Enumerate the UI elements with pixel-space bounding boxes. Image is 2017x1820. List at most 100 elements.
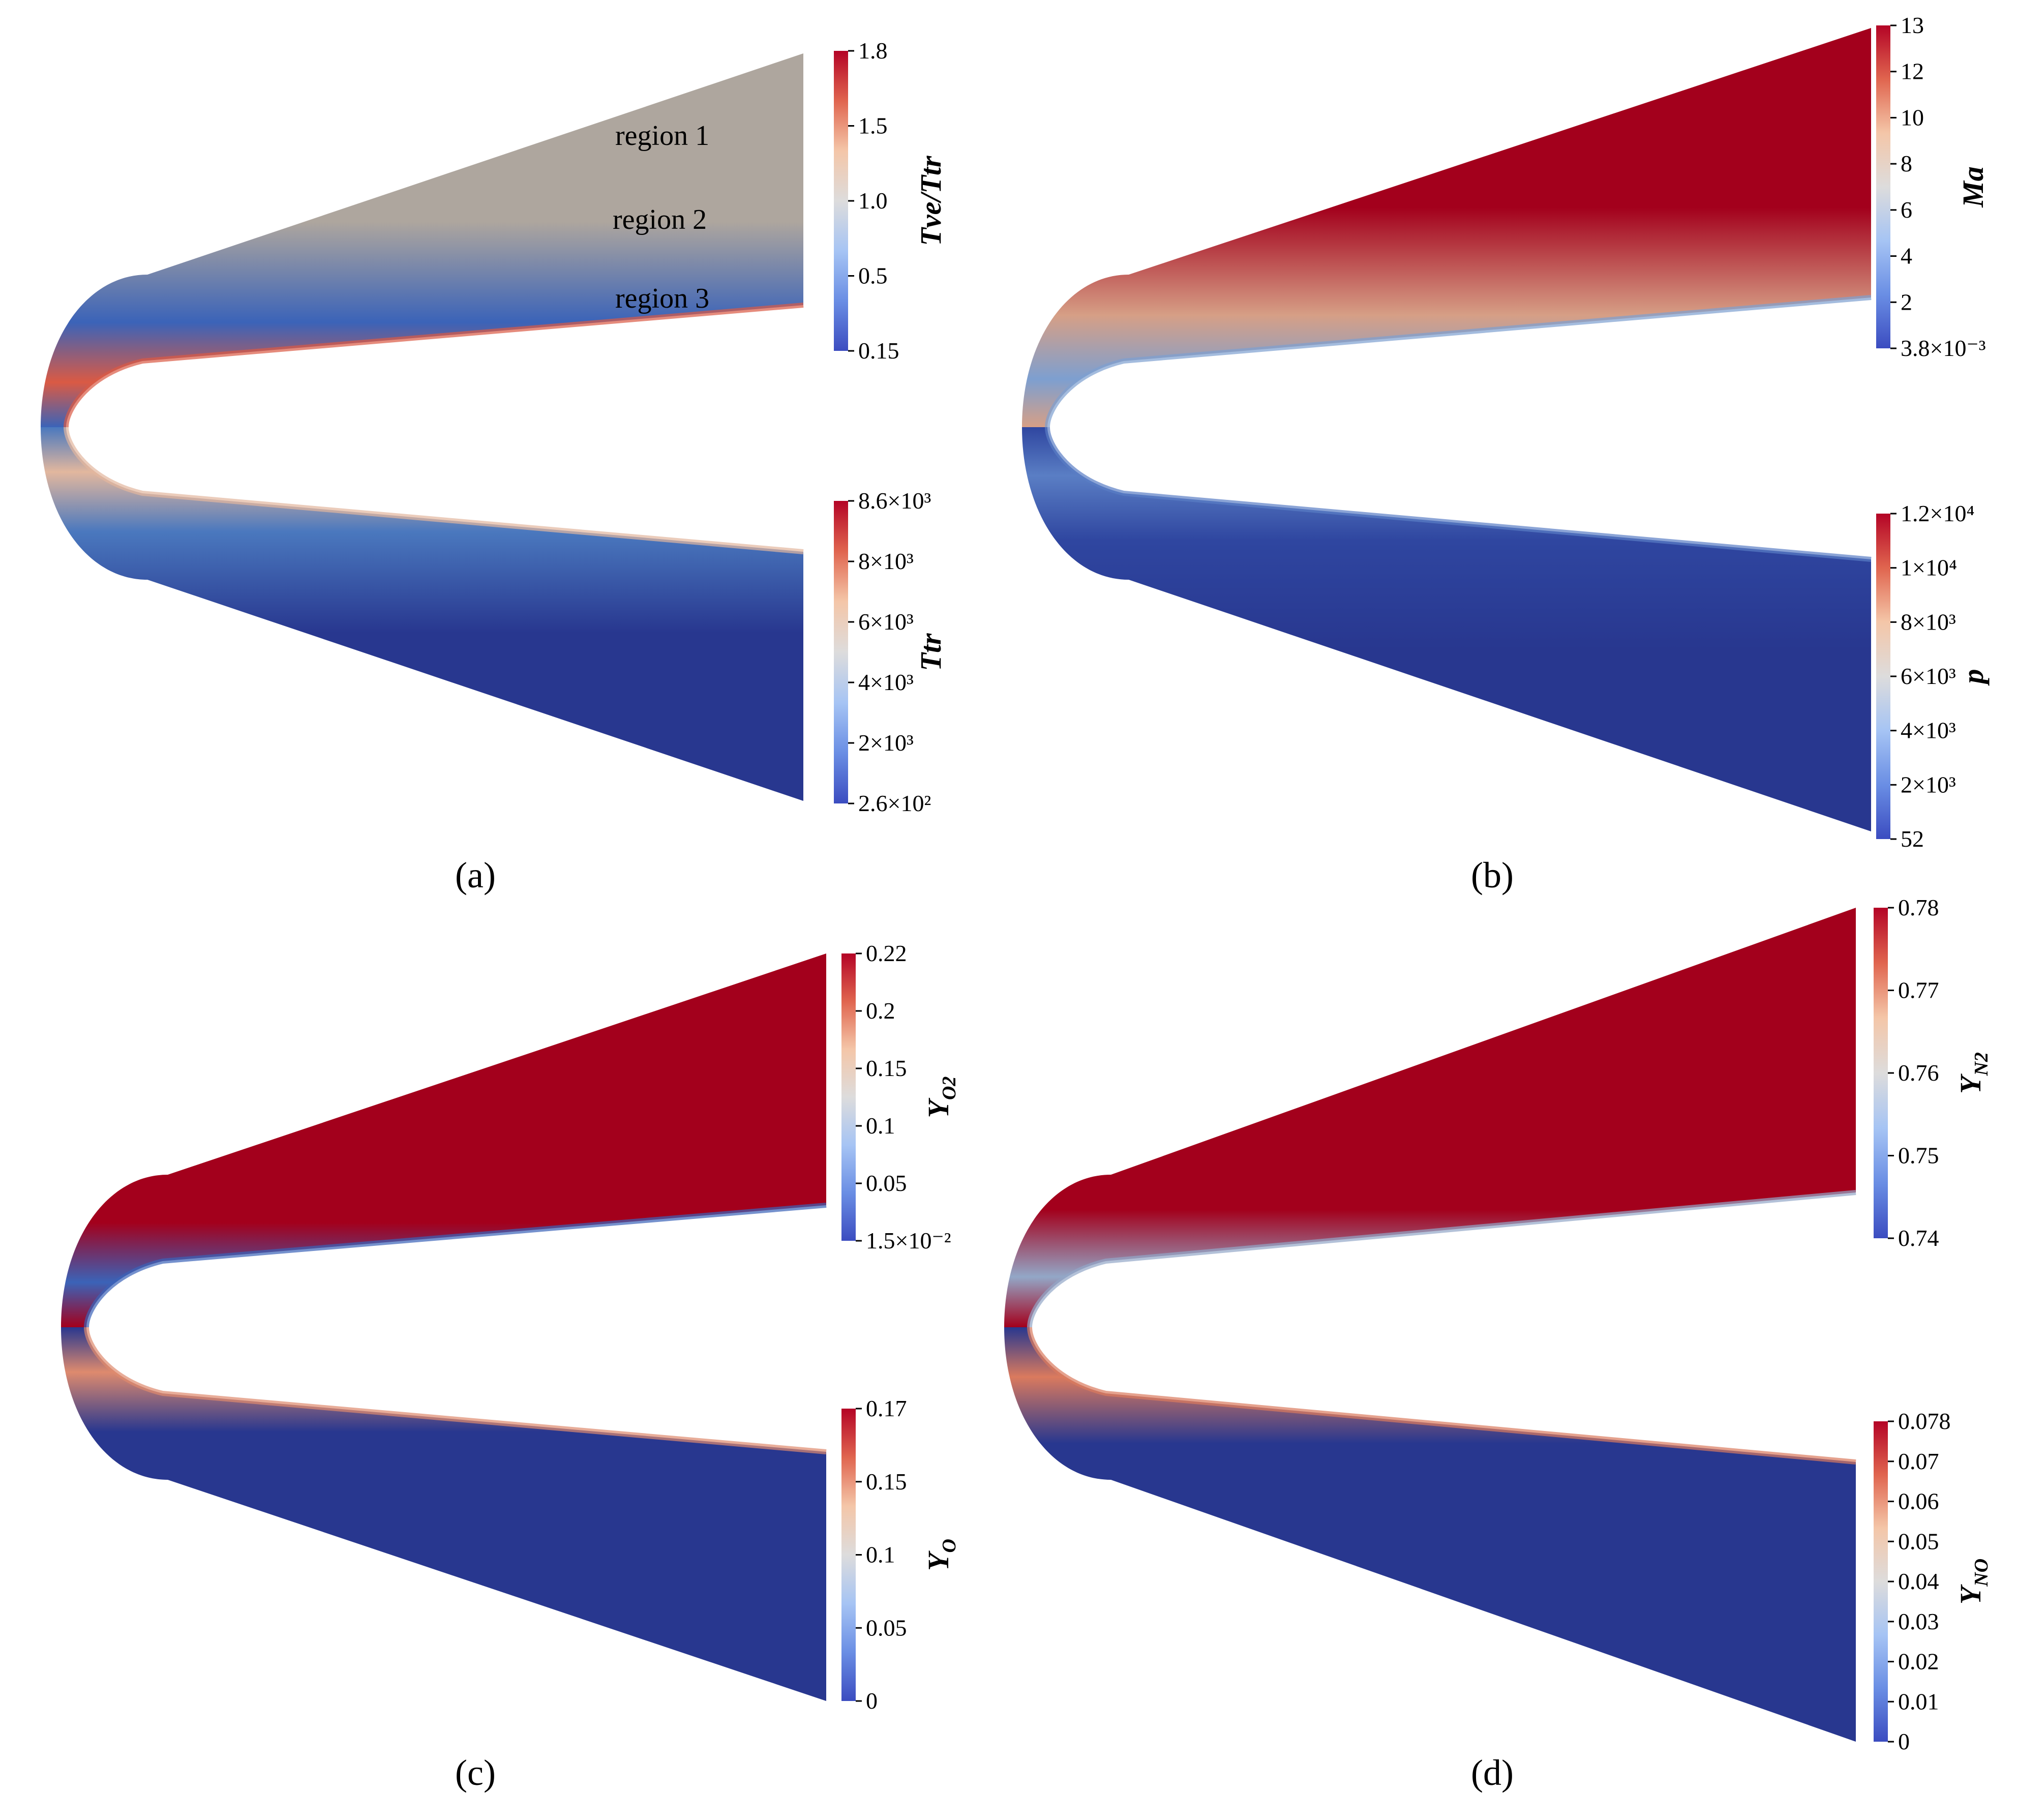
upper-colorbar: 0.78 0.77 0.76 0.75 0.74 YN2 <box>1874 894 1992 1251</box>
colorbar-gradient <box>841 953 856 1241</box>
upper-flow-field <box>1022 28 1871 427</box>
upper-half-domain <box>1022 28 1872 428</box>
lower-flow-field <box>41 427 803 801</box>
panel-b: 13 12 10 8 6 4 2 3.8×10⁻³ Ma 1.2×10⁴ 1×10⁴ 8×10³ 6×… <box>1022 12 1990 896</box>
colorbar-tick-label: 0.06 <box>1898 1488 1939 1514</box>
colorbar-tick-label: 0.04 <box>1898 1568 1939 1594</box>
upper-flow-field <box>61 953 826 1327</box>
colorbar-tick-label: 0.05 <box>866 1170 907 1196</box>
upper-wall-layer <box>64 303 804 428</box>
colorbar-tick-label: 0.78 <box>1898 894 1939 920</box>
colorbar-tick-label: 0.15 <box>866 1055 907 1081</box>
colorbar-gradient <box>1874 1421 1888 1742</box>
colorbar-tick-label: 12 <box>1901 58 1924 84</box>
colorbar-tick-label: 0.1 <box>866 1542 895 1568</box>
panel-label: (d) <box>1471 1752 1514 1793</box>
colorbar-tick-label: 0.17 <box>866 1395 907 1421</box>
lower-wall-layer <box>1045 427 1872 562</box>
upper-half-domain <box>1004 908 1856 1328</box>
colorbar-tick-label: 0.22 <box>866 940 907 966</box>
colorbar-tick-label: 52 <box>1901 826 1924 852</box>
colorbar-tick-label: 0.5 <box>858 263 888 289</box>
colorbar-tick-label: 0 <box>866 1688 878 1714</box>
upper-wall-layer <box>84 1203 827 1328</box>
colorbar-tick-label: 2×10³ <box>858 730 914 756</box>
colorbar-tick-label: 0.01 <box>1898 1688 1939 1714</box>
colorbar-title: Ttr <box>914 633 947 671</box>
colorbar-gradient <box>1874 908 1888 1238</box>
region-label-2: region 2 <box>613 204 707 235</box>
lower-wall-layer <box>64 427 804 554</box>
colorbar-tick-label: 10 <box>1901 104 1924 130</box>
colorbar-tick-label: 4×10³ <box>858 669 914 695</box>
colorbar-tick-label: 0 <box>1898 1728 1910 1754</box>
colorbar-tick-label: 8×10³ <box>1901 609 1956 635</box>
colorbar-tick-label: 1.5×10⁻² <box>866 1228 951 1254</box>
colorbar-tick-label: 6 <box>1901 197 1912 223</box>
colorbar-tick-label: 0.76 <box>1898 1060 1939 1086</box>
lower-flow-field <box>1004 1327 1856 1742</box>
upper-colorbar: 0.22 0.2 0.15 0.1 0.05 1.5×10⁻² YO2 <box>841 940 960 1254</box>
colorbar-gradient <box>834 51 848 351</box>
lower-colorbar: 0.17 0.15 0.1 0.05 0 YO <box>841 1395 960 1714</box>
colorbar-tick-label: 0.2 <box>866 998 895 1024</box>
upper-flow-field <box>41 53 803 427</box>
colorbar-title: p <box>1956 669 1990 687</box>
colorbar-gradient <box>834 501 848 803</box>
colorbar-title: YNO <box>1954 1559 1992 1604</box>
colorbar-tick-label: 0.15 <box>866 1469 907 1495</box>
colorbar-title: Tve/Ttr <box>914 156 947 246</box>
upper-flow-field <box>1004 908 1856 1327</box>
colorbar-tick-label: 1.8 <box>858 38 888 64</box>
colorbar-tick-label: 1.2×10⁴ <box>1901 500 1974 526</box>
panel-label: (a) <box>455 855 496 896</box>
colorbar-tick-label: 0.07 <box>1898 1448 1939 1474</box>
colorbar-title: Ma <box>1956 166 1990 208</box>
upper-wall-layer <box>1027 1190 1856 1328</box>
upper-colorbar: 13 12 10 8 6 4 2 3.8×10⁻³ Ma <box>1876 12 1990 361</box>
panel-a: region 1 region 2 region 3 1.8 1.5 1.0 0.5 0… <box>41 38 947 896</box>
colorbar-tick-label: 2 <box>1901 289 1912 315</box>
colorbar-tick-label: 1.5 <box>858 113 888 139</box>
lower-half-domain <box>61 1327 827 1701</box>
colorbar-tick-label: 6×10³ <box>858 609 914 635</box>
colorbar-title: YN2 <box>1954 1052 1992 1094</box>
colorbar-tick-label: 0.03 <box>1898 1608 1939 1634</box>
upper-wall-layer <box>1045 295 1872 428</box>
colorbar-tick-label: 0.74 <box>1898 1225 1939 1251</box>
colorbar-tick-label: 0.1 <box>866 1113 895 1139</box>
colorbar-tick-label: 0.078 <box>1898 1408 1951 1434</box>
colorbar-tick-label: 0.77 <box>1898 977 1939 1003</box>
lower-half-domain <box>1004 1327 1856 1742</box>
colorbar-tick-label: 2×10³ <box>1901 771 1956 797</box>
lower-wall-layer <box>1027 1327 1856 1465</box>
lower-flow-field <box>61 1327 826 1701</box>
colorbar-tick-label: 13 <box>1901 12 1924 38</box>
colorbar-tick-label: 0.05 <box>1898 1528 1939 1554</box>
colorbar-tick-label: 3.8×10⁻³ <box>1901 335 1986 361</box>
colorbar-tick-label: 8 <box>1901 151 1912 176</box>
colorbar-tick-label: 2.6×10² <box>858 790 931 816</box>
lower-half-domain <box>41 427 804 801</box>
colorbar-tick-label: 0.05 <box>866 1615 907 1640</box>
colorbar-tick-label: 0.75 <box>1898 1143 1939 1169</box>
colorbar-tick-label: 1×10⁴ <box>1901 555 1957 581</box>
lower-half-domain <box>1022 427 1872 831</box>
colorbar-tick-label: 0.02 <box>1898 1649 1939 1675</box>
colorbar-tick-label: 1.0 <box>858 188 888 214</box>
colorbar-tick-label: 8.6×10³ <box>858 488 931 514</box>
colorbar-tick-label: 4×10³ <box>1901 718 1956 743</box>
colorbar-gradient <box>1876 25 1890 348</box>
colorbar-tick-label: 6×10³ <box>1901 663 1956 689</box>
lower-wall-layer <box>84 1327 827 1454</box>
colorbar-gradient <box>841 1409 856 1701</box>
lower-flow-field <box>1022 427 1871 831</box>
lower-colorbar: 1.2×10⁴ 1×10⁴ 8×10³ 6×10³ 4×10³ 2×10³ 52 p <box>1876 500 1990 852</box>
panel-label: (c) <box>455 1752 496 1793</box>
region-label-3: region 3 <box>615 283 709 314</box>
colorbar-tick-label: 8×10³ <box>858 548 914 574</box>
lower-colorbar: 0.078 0.07 0.06 0.05 0.04 0.03 0.02 0.01 0 YNO <box>1874 1408 1992 1754</box>
